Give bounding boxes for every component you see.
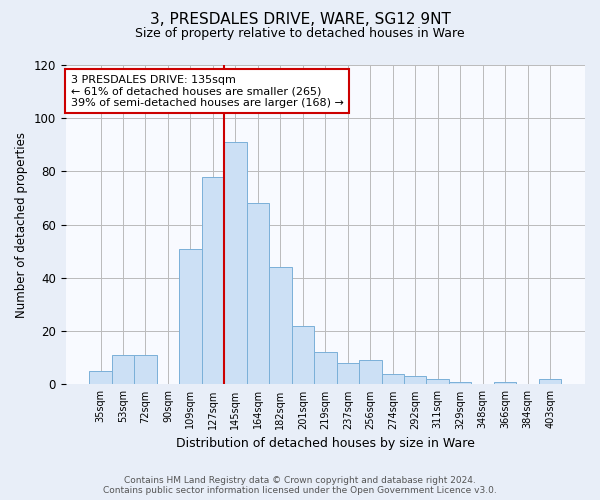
X-axis label: Distribution of detached houses by size in Ware: Distribution of detached houses by size … [176, 437, 475, 450]
Y-axis label: Number of detached properties: Number of detached properties [15, 132, 28, 318]
Bar [269, 268, 292, 384]
Bar [359, 360, 382, 384]
Bar [224, 142, 247, 384]
Bar [179, 248, 202, 384]
Bar [539, 379, 562, 384]
Bar [202, 177, 224, 384]
Text: Contains HM Land Registry data © Crown copyright and database right 2024.
Contai: Contains HM Land Registry data © Crown c… [103, 476, 497, 495]
Bar [112, 355, 134, 384]
Bar [449, 382, 472, 384]
Bar [382, 374, 404, 384]
Bar [292, 326, 314, 384]
Bar [337, 363, 359, 384]
Bar [89, 371, 112, 384]
Bar [404, 376, 427, 384]
Bar [494, 382, 517, 384]
Bar [427, 379, 449, 384]
Text: 3, PRESDALES DRIVE, WARE, SG12 9NT: 3, PRESDALES DRIVE, WARE, SG12 9NT [149, 12, 451, 28]
Bar [314, 352, 337, 384]
Bar [247, 204, 269, 384]
Text: 3 PRESDALES DRIVE: 135sqm
← 61% of detached houses are smaller (265)
39% of semi: 3 PRESDALES DRIVE: 135sqm ← 61% of detac… [71, 74, 344, 108]
Bar [134, 355, 157, 384]
Text: Size of property relative to detached houses in Ware: Size of property relative to detached ho… [135, 28, 465, 40]
